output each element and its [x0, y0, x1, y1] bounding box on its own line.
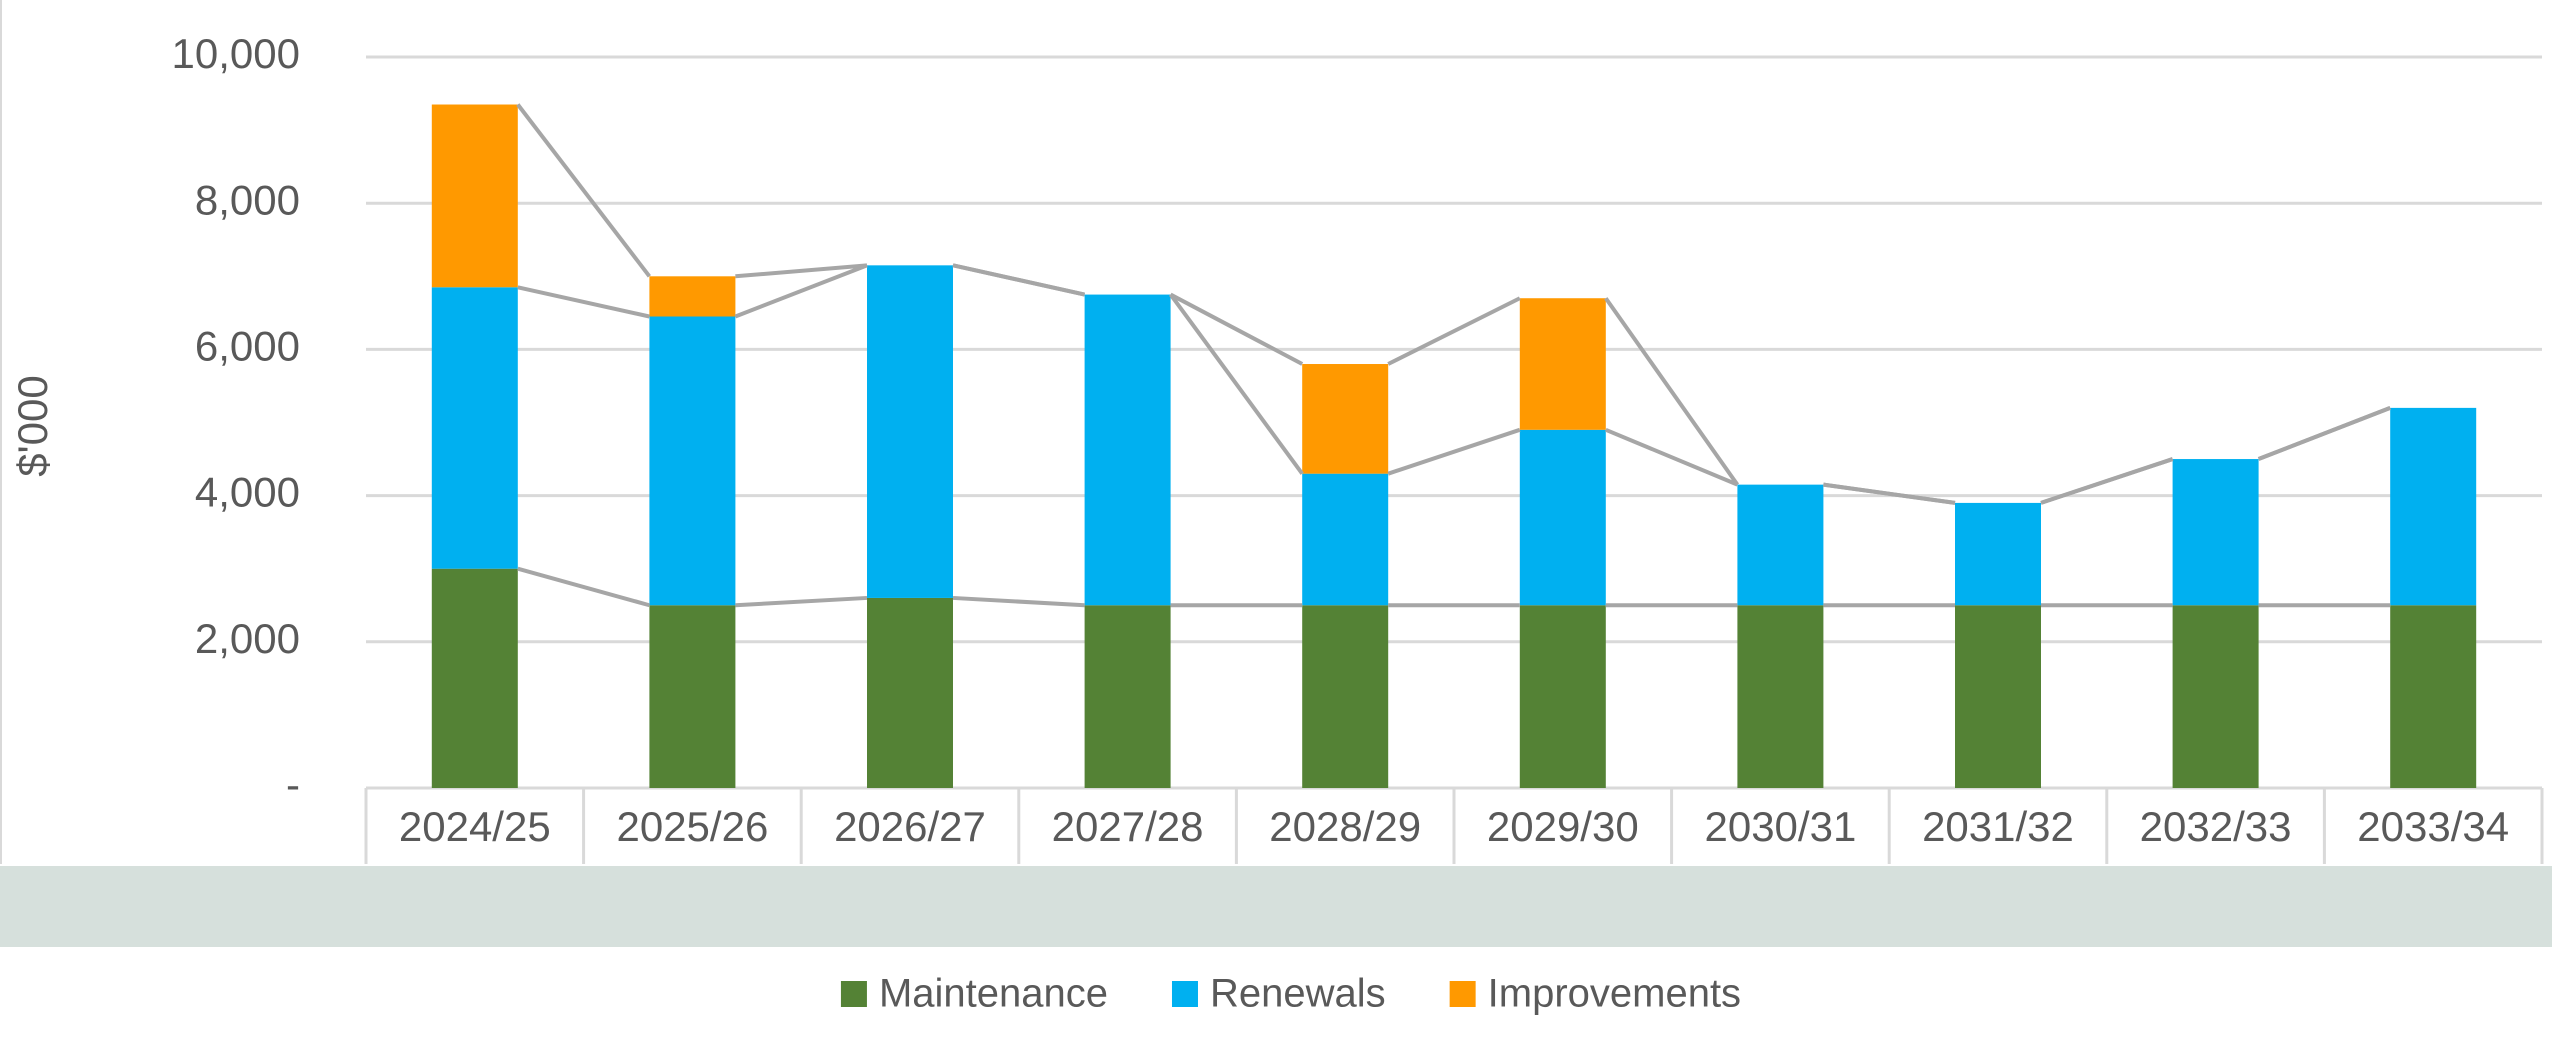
bar-segment: [2172, 605, 2259, 788]
x-tick-label: 2026/27: [834, 803, 986, 850]
series-line: [1387, 427, 1521, 476]
bar-segment: [1955, 502, 2041, 606]
bar-segment: [1084, 294, 1171, 606]
x-tick-label: 2024/25: [399, 803, 551, 850]
y-tick-label: 10,000: [172, 30, 300, 77]
y-tick-label: 2,000: [195, 615, 300, 662]
x-tick-label: 2033/34: [2357, 803, 2509, 850]
series-line: [516, 103, 651, 278]
series-line: [1605, 427, 1739, 487]
series-line: [735, 595, 868, 608]
bar-segment: [1084, 605, 1171, 788]
y-tick-label: 6,000: [195, 322, 300, 369]
series-line: [1823, 482, 1956, 505]
legend-swatch: [1449, 981, 1476, 1007]
bar-segment: [649, 605, 736, 788]
bar-segment: [431, 568, 518, 788]
bar-segment: [1302, 473, 1389, 606]
y-axis-label: $'000: [9, 375, 56, 476]
bar-segment: [1737, 484, 1824, 606]
series-line: [952, 595, 1085, 608]
series-line: [2040, 457, 2174, 505]
x-tick-label: 2031/32: [1922, 803, 2074, 850]
bar-segment: [1302, 364, 1389, 474]
bar-segment: [1955, 605, 2041, 788]
bar-segment: [1519, 429, 1606, 606]
bar-segment: [867, 597, 953, 788]
series-line: [952, 263, 1086, 297]
x-tick-label: 2029/30: [1487, 803, 1639, 850]
x-tick-label: 2028/29: [1269, 803, 1421, 850]
y-tick-label: 8,000: [195, 176, 300, 223]
x-tick-label: 2032/33: [2140, 803, 2292, 850]
series-line: [1169, 292, 1304, 366]
bar-segment: [2172, 459, 2259, 606]
series-line: [734, 263, 868, 319]
bar-segment: [1519, 298, 1606, 430]
series-line: [1604, 297, 1740, 486]
band: [0, 866, 2552, 947]
legend: Maintenance Renewals Improvements: [840, 972, 1741, 1016]
bar-segment: [867, 265, 953, 598]
bar-segment: [1519, 605, 1606, 788]
legend-swatch: [1171, 981, 1198, 1007]
series-line: [517, 285, 650, 319]
bar-segment: [431, 104, 518, 288]
series-line: [2257, 406, 2391, 461]
legend-swatch: [840, 981, 867, 1007]
legend-label: Renewals: [1210, 972, 1386, 1016]
x-tick-label: 2025/26: [616, 803, 768, 850]
y-tick-label: -: [286, 761, 300, 808]
legend-label: Maintenance: [879, 972, 1108, 1016]
bar-segment: [2390, 407, 2477, 606]
y-tick-label: 4,000: [195, 469, 300, 516]
bar-segment: [649, 316, 736, 606]
series-line: [517, 566, 650, 608]
bar-segment: [2390, 605, 2477, 788]
bar-segment: [1302, 605, 1389, 788]
x-tick-label: 2030/31: [1704, 803, 1856, 850]
bar-segment: [649, 276, 736, 317]
series-line: [735, 263, 868, 279]
bar-segment: [431, 287, 518, 569]
x-tick-label: 2027/28: [1052, 803, 1204, 850]
series-line: [1168, 293, 1304, 475]
legend-label: Improvements: [1488, 972, 1741, 1016]
bar-segment: [1737, 605, 1824, 788]
series-line: [1387, 296, 1521, 366]
